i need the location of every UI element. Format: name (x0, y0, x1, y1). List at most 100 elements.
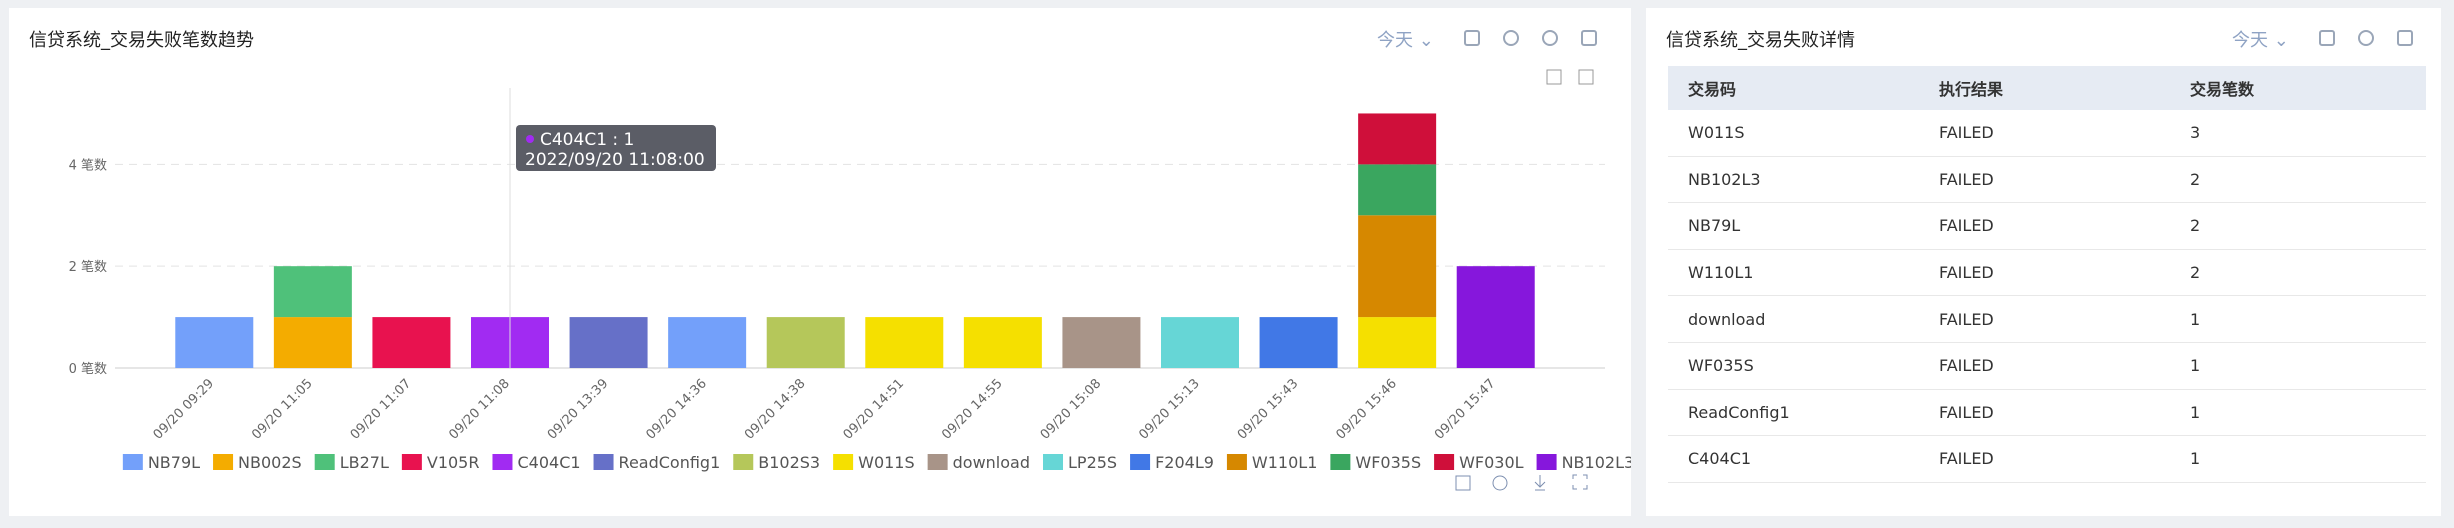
refresh-icon[interactable] (1492, 475, 1508, 491)
bar-segment (273, 317, 352, 368)
legend-swatch (593, 454, 614, 470)
x-tick-label: 09/20 14:55 (939, 376, 1006, 443)
settings-icon[interactable] (1503, 30, 1519, 46)
x-tick-label: 09/20 11:07 (348, 376, 415, 443)
legend-label: LB27L (340, 453, 389, 472)
legend-swatch (314, 454, 335, 470)
table-cell: W011S (1688, 123, 1745, 143)
legend-label: WF035S (1355, 453, 1421, 472)
legend-label: NB002S (238, 453, 302, 472)
panel-title: 信贷系统_交易失败笔数趋势 (29, 30, 254, 51)
table-cell: C404C1 (1688, 449, 1752, 469)
fullscreen-icon[interactable] (1572, 474, 1588, 490)
table-cell: 1 (2190, 356, 2201, 376)
legend-swatch (122, 454, 143, 470)
table-cell: 1 (2190, 309, 2201, 329)
bar-segment (1358, 113, 1437, 165)
bar-segment (273, 266, 352, 318)
x-tick-label: 09/20 11:05 (249, 376, 316, 443)
trend-panel: 信贷系统_交易失败笔数趋势 今天 ⌄ 0 笔数 2 笔数 4 笔数 09/20 09:… (9, 8, 1631, 516)
table-cell: NB102L3 (1688, 169, 1761, 189)
legend-swatch (1226, 454, 1247, 470)
legend-label: V105R (427, 453, 480, 472)
legend: NB79L NB002S LB27L V105R C404C1 ReadConfig1 B1… (122, 453, 1631, 472)
table-cell: 2 (2190, 263, 2201, 283)
range-dropdown[interactable]: 今天 ⌄ (1377, 30, 1434, 51)
table-cell: FAILED (1939, 263, 1994, 283)
target-icon[interactable] (1542, 30, 1558, 46)
table-cell: 1 (2190, 449, 2201, 469)
legend-label: B102S3 (758, 453, 820, 472)
x-tick-label: 09/20 14:51 (841, 376, 908, 443)
chart: 0 笔数 2 笔数 4 笔数 09/20 09:29 09/20 11:05 09/20 … (69, 69, 1631, 491)
legend-swatch (1434, 454, 1455, 470)
column-header: 交易笔数 (2190, 80, 2255, 99)
x-tick-label: 09/20 15:13 (1136, 376, 1203, 443)
table-cell: download (1688, 309, 1766, 329)
x-tick-label: 09/20 15:47 (1432, 376, 1499, 443)
table-cell: FAILED (1939, 309, 1994, 329)
table-cell: 3 (2190, 123, 2201, 143)
chart-icon[interactable] (2319, 30, 2335, 46)
bar-segment (963, 317, 1042, 368)
detail-panel: 信贷系统_交易失败详情 今天 ⌄ 交易码 执行结果 交易笔数 W011S FAILED 3… (1646, 8, 2441, 516)
download-icon[interactable] (1534, 475, 1546, 491)
bar-segment (1062, 317, 1141, 368)
bar-segment (1259, 317, 1338, 368)
table-cell: 2 (2190, 169, 2201, 189)
x-tick-label: 09/20 15:08 (1038, 376, 1105, 443)
table-cell: W110L1 (1688, 263, 1754, 283)
table-cell: FAILED (1939, 216, 1994, 236)
legend-label: NB102L3 (1562, 453, 1631, 472)
bar-segment (766, 317, 845, 368)
legend-label: NB79L (148, 453, 200, 472)
table-icon[interactable] (1455, 475, 1471, 491)
x-tick-label: 09/20 15:43 (1235, 376, 1302, 443)
legend-label: WF030L (1459, 453, 1524, 472)
bar-segment (1358, 215, 1437, 318)
legend-label: LP25S (1068, 453, 1117, 472)
legend-swatch (401, 454, 422, 470)
legend-label: download (953, 453, 1030, 472)
table-cell: FAILED (1939, 169, 1994, 189)
bar-segment (1358, 317, 1437, 368)
table-row: W110L1 FAILED 2 (1668, 250, 2426, 297)
detail-table: 交易码 执行结果 交易笔数 W011S FAILED 3 NB102L3 FAILED 2 NB7… (1668, 66, 2426, 483)
legend-swatch (492, 454, 513, 470)
y-tick-label: 4 笔数 (69, 157, 107, 173)
column-header: 交易码 (1688, 80, 1737, 99)
legend-swatch (733, 454, 754, 470)
legend-label: ReadConfig1 (619, 453, 721, 472)
legend-swatch (1330, 454, 1351, 470)
legend-label: W110L1 (1252, 453, 1317, 472)
table-cell: 1 (2190, 402, 2201, 422)
y-tick-label: 2 笔数 (69, 259, 107, 275)
table-row: W011S FAILED 3 (1668, 110, 2426, 157)
x-tick-label: 09/20 15:46 (1333, 376, 1400, 443)
legend-swatch (927, 454, 948, 470)
x-tick-label: 09/20 11:08 (446, 376, 513, 443)
range-label[interactable]: 今天 (2232, 30, 2268, 51)
range-dropdown[interactable]: 今天 ⌄ (2232, 30, 2289, 51)
table-cell: FAILED (1939, 123, 1994, 143)
settings-icon[interactable] (2358, 30, 2374, 46)
y-tick-label: 0 笔数 (69, 361, 107, 377)
table-row: ReadConfig1 FAILED 1 (1668, 390, 2426, 437)
bar-segment (1358, 164, 1437, 216)
zoom-icon[interactable] (1546, 69, 1562, 85)
x-tick-label: 09/20 13:39 (545, 376, 612, 443)
table-cell: ReadConfig1 (1688, 402, 1790, 422)
zoom-reset-icon[interactable] (1578, 69, 1594, 85)
delete-icon[interactable] (1581, 30, 1597, 46)
table-header: 交易码 执行结果 交易笔数 (1668, 66, 2426, 110)
panel-title: 信贷系统_交易失败详情 (1666, 30, 1855, 51)
legend-label: W011S (858, 453, 915, 472)
table-cell: 2 (2190, 216, 2201, 236)
tooltip-dot (526, 135, 534, 143)
delete-icon[interactable] (2397, 30, 2413, 46)
range-label[interactable]: 今天 (1377, 30, 1413, 51)
bar-segment (668, 317, 747, 368)
chart-icon[interactable] (1464, 30, 1480, 46)
x-tick-label: 09/20 09:29 (151, 376, 218, 443)
